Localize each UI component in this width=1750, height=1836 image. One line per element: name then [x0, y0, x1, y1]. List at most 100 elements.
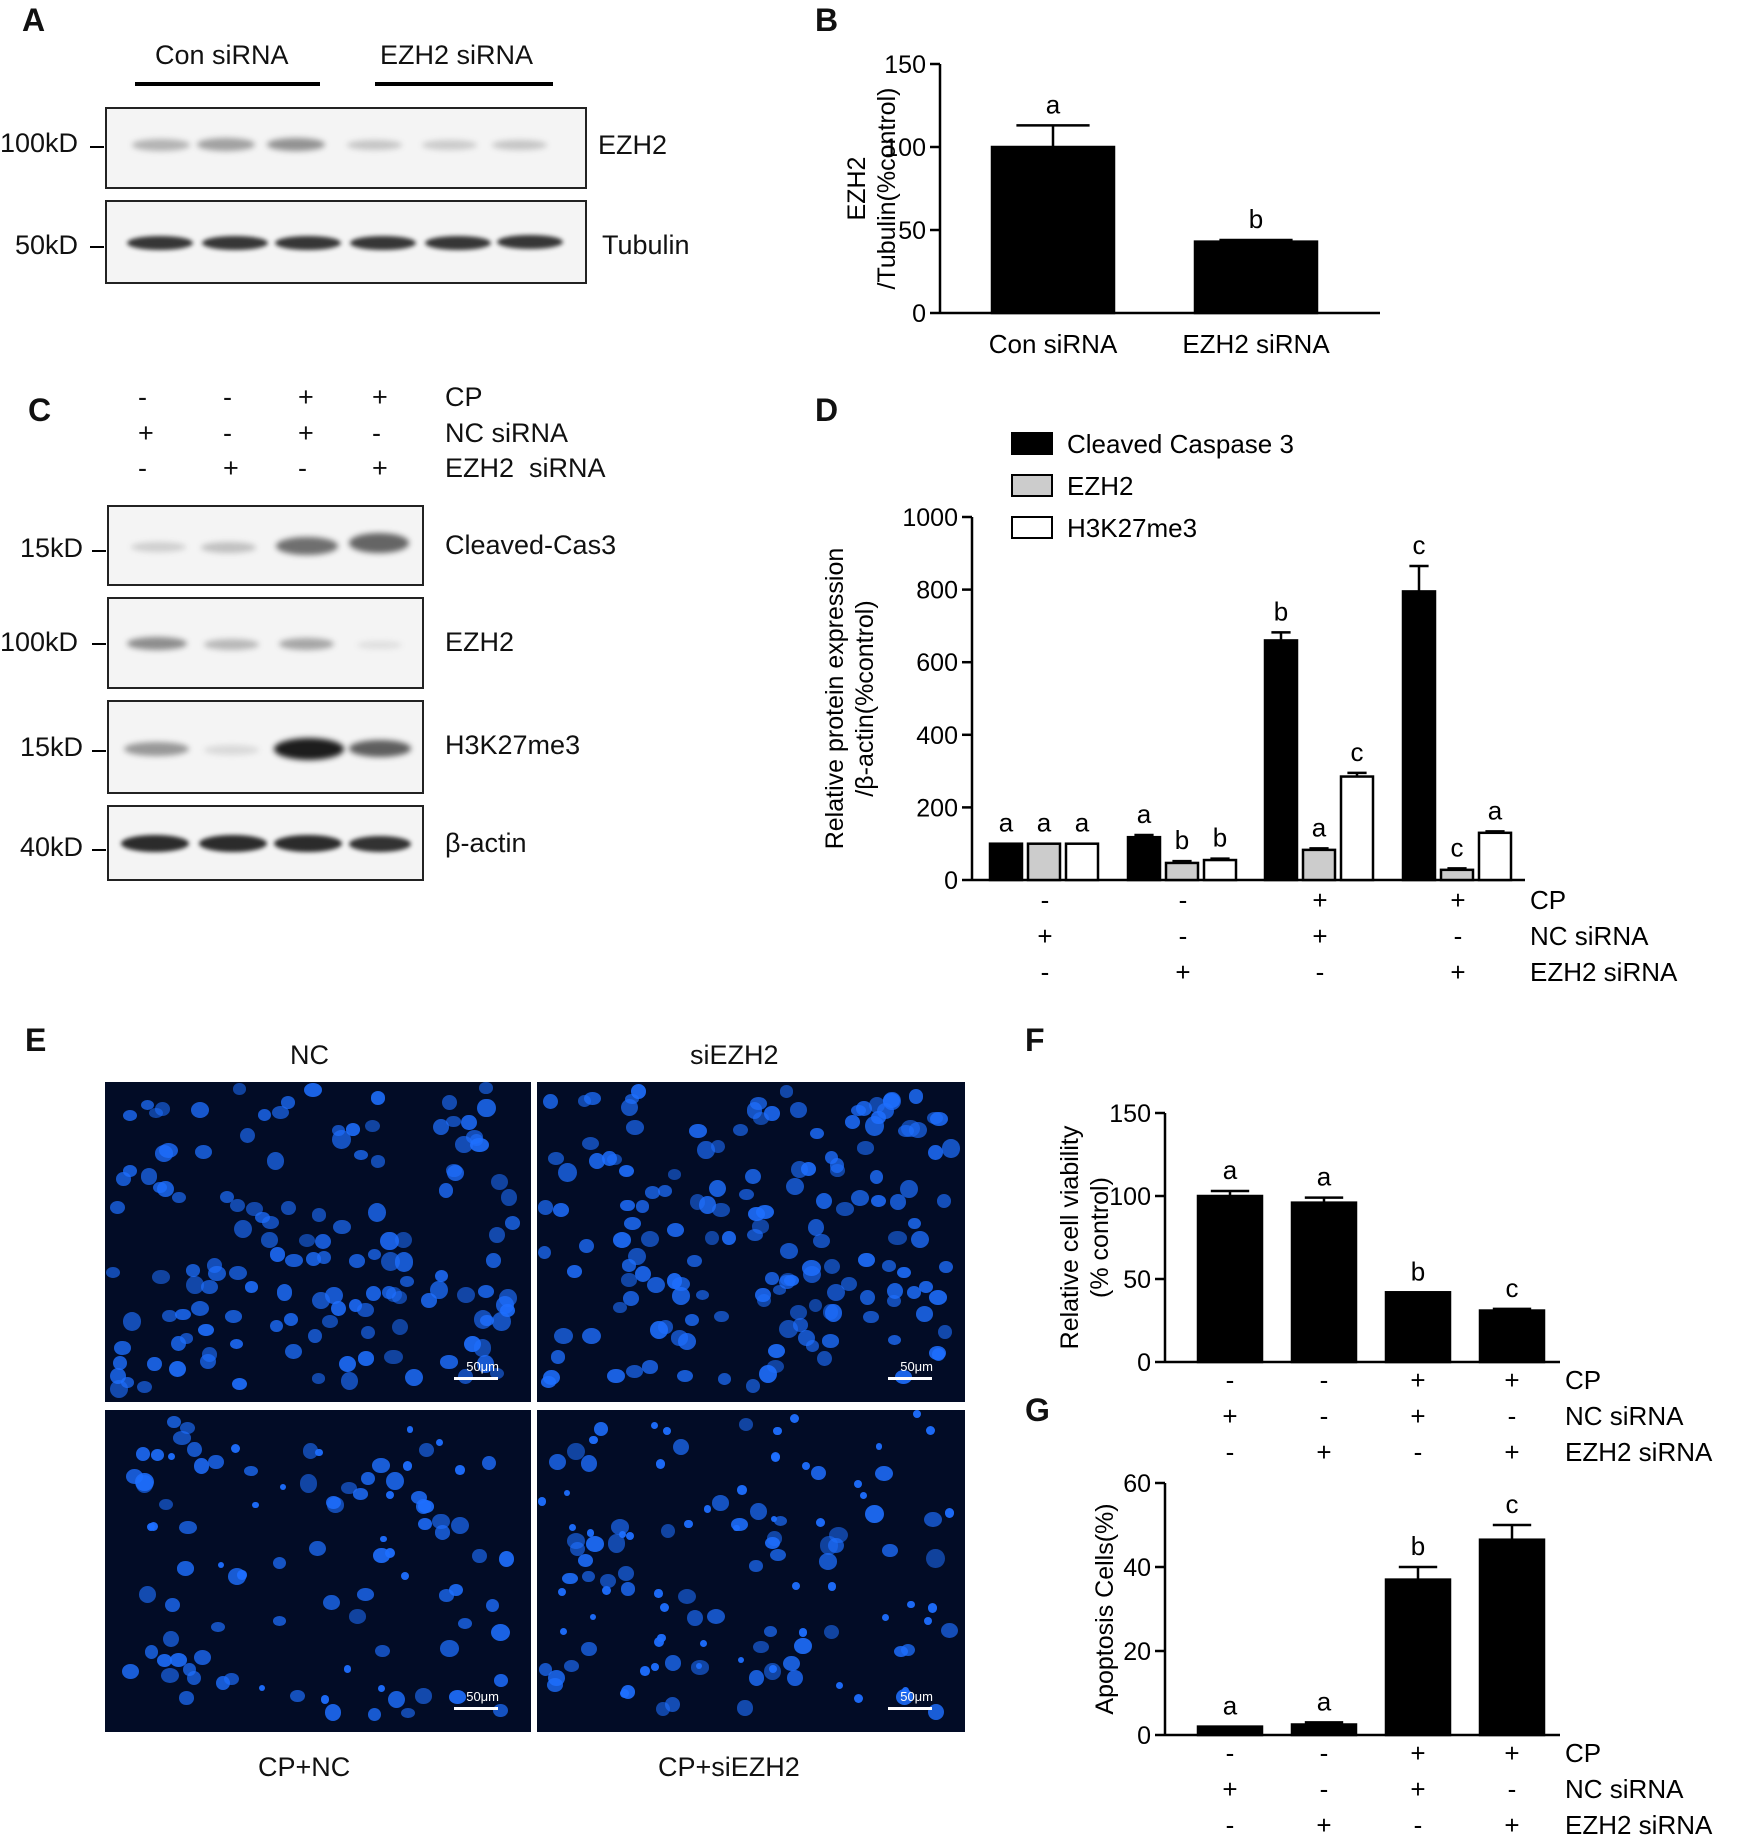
y-tick-label: 1000: [902, 504, 958, 532]
condition-sign: -: [1226, 1437, 1235, 1467]
marker-15kd: 15kD: [20, 533, 84, 563]
cell-nucleus: [477, 1284, 495, 1298]
significance-label: a: [1317, 1686, 1332, 1716]
cell-nucleus: [860, 1289, 876, 1306]
cell-nucleus: [634, 1265, 651, 1282]
protein-label-cleaved-cas3: Cleaved-Cas3: [445, 530, 617, 560]
significance-label: a: [1037, 808, 1052, 838]
cell-nucleus: [284, 1343, 303, 1360]
cell-nucleus: [656, 1701, 670, 1716]
cell-nucleus: [618, 1164, 634, 1177]
cell-nucleus: [364, 1119, 380, 1132]
cell-nucleus: [654, 1589, 663, 1598]
cell-nucleus: [237, 1570, 247, 1580]
condition-label: CP: [1565, 1365, 1601, 1395]
cell-nucleus: [769, 1549, 786, 1562]
cell-nucleus: [808, 1219, 825, 1236]
cell-nucleus: [223, 1672, 239, 1686]
cell-nucleus: [566, 1442, 585, 1461]
cell-nucleus: [230, 1199, 245, 1213]
cell-nucleus: [568, 1523, 576, 1531]
cell-nucleus: [624, 1217, 641, 1230]
cell-nucleus: [823, 1625, 839, 1640]
cell-nucleus: [748, 1670, 765, 1686]
cell-nucleus: [589, 1613, 596, 1621]
cell-nucleus: [657, 1185, 672, 1198]
cell-nucleus: [929, 1290, 948, 1305]
legend-swatch: [1011, 516, 1053, 539]
cell-nucleus: [494, 1674, 508, 1687]
condition-sign: +: [1312, 921, 1327, 951]
blot-band: [127, 637, 187, 650]
cell-nucleus: [178, 1691, 194, 1705]
cell-nucleus: [773, 1515, 787, 1526]
cell-nucleus: [942, 1139, 960, 1158]
y-tick-label: 40: [1123, 1554, 1151, 1582]
panel-label-d: D: [815, 392, 839, 428]
cell-nucleus: [147, 1356, 162, 1371]
cond-sign: -: [138, 382, 147, 412]
cell-nucleus: [651, 1663, 659, 1671]
cell-nucleus: [626, 1364, 643, 1378]
cell-nucleus: [677, 1589, 696, 1605]
blot-band: [127, 236, 193, 250]
cell-nucleus: [753, 1112, 770, 1126]
cell-nucleus: [907, 1286, 922, 1299]
significance-label: a: [1137, 799, 1152, 829]
cell-nucleus: [789, 1102, 808, 1119]
image-title-cp-siezh2: CP+siEZH2: [658, 1752, 800, 1782]
cell-nucleus: [600, 1573, 617, 1588]
scale-bar: [454, 1377, 498, 1380]
y-tick-label: 20: [1123, 1638, 1151, 1666]
cell-nucleus: [357, 1588, 375, 1601]
cell-nucleus: [673, 1439, 689, 1456]
y-axis-label: /β-actin(%control): [851, 600, 879, 796]
blot-band: [204, 639, 259, 650]
cell-nucleus: [865, 1504, 885, 1523]
condition-sign: -: [1179, 885, 1188, 915]
panel-label-c: C: [28, 392, 52, 428]
cell-nucleus: [567, 1265, 582, 1279]
panel-label-g: G: [1025, 1392, 1050, 1428]
cell-nucleus: [858, 1252, 876, 1268]
cell-nucleus: [435, 1439, 444, 1447]
cell-nucleus: [836, 1681, 844, 1689]
cell-nucleus: [190, 1300, 209, 1317]
cell-nucleus: [825, 1150, 839, 1164]
cell-nucleus: [625, 1093, 640, 1105]
cell-nucleus: [894, 1645, 908, 1657]
cell-nucleus: [577, 1553, 594, 1567]
cell-nucleus: [403, 1461, 413, 1471]
micrograph-siezh2: 50μm: [537, 1082, 965, 1402]
marker-tick: [92, 550, 106, 552]
cell-nucleus: [476, 1355, 495, 1373]
blot-band: [347, 140, 402, 150]
bar: [1196, 1725, 1264, 1737]
cell-nucleus: [538, 1245, 552, 1259]
cell-nucleus: [578, 1239, 595, 1254]
cell-nucleus: [370, 1155, 385, 1168]
cell-nucleus: [406, 1425, 414, 1433]
cell-nucleus: [440, 1355, 458, 1369]
cell-nucleus: [195, 1144, 213, 1159]
cell-nucleus: [446, 1164, 462, 1177]
condition-label: EZH2 siRNA: [1565, 1437, 1713, 1467]
condition-sign: -: [1454, 921, 1463, 951]
cell-nucleus: [157, 1181, 174, 1198]
cell-nucleus: [316, 1250, 331, 1264]
blot-band: [492, 140, 547, 150]
blot-c-ezh2: [107, 597, 424, 689]
cond-sign: -: [223, 382, 232, 412]
blot-a-ezh2: [105, 107, 587, 189]
cell-nucleus: [618, 1530, 626, 1538]
micrograph-cp-nc: 50μm: [105, 1410, 531, 1732]
cell-nucleus: [826, 1283, 846, 1302]
condition-label: CP: [1530, 885, 1566, 915]
significance-label: a: [1312, 812, 1327, 842]
group-line-ezh2: [375, 82, 553, 86]
y-axis-label: /Tubulin(%control): [873, 88, 901, 290]
cell-nucleus: [367, 1248, 381, 1260]
cell-nucleus: [322, 1315, 339, 1329]
bar: [1193, 240, 1319, 315]
cell-nucleus: [448, 1690, 466, 1704]
